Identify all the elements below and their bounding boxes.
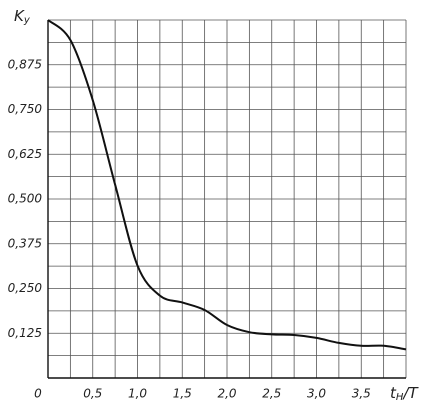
- x-tick-label: 0: [34, 387, 42, 401]
- x-label-main: t: [390, 384, 397, 402]
- x-axis-label: tH/T: [390, 384, 419, 404]
- x-label-rest: /T: [401, 384, 419, 402]
- x-tick-label: 1,0: [128, 387, 147, 401]
- y-tick-label: 0,500: [8, 192, 43, 206]
- x-label-sub: H: [396, 392, 404, 403]
- line-series: [47, 19, 407, 351]
- x-tick-label: 0,5: [83, 387, 102, 401]
- y-label-sub: y: [23, 15, 31, 26]
- y-tick-label: 0,625: [8, 147, 42, 161]
- y-tick-label: 0,125: [8, 326, 42, 340]
- x-tick-label: 2,0: [217, 387, 236, 401]
- y-tick-label: 0,375: [8, 236, 42, 250]
- x-tick-label: 2,5: [262, 387, 281, 401]
- x-tick-label: 1,5: [173, 387, 192, 401]
- y-label-main: K: [14, 7, 25, 25]
- y-tick-label: 0,875: [8, 57, 42, 71]
- y-axis-label: Ky: [14, 7, 31, 27]
- x-tick-label: 3,5: [352, 387, 371, 401]
- y-tick-label: 0,750: [8, 102, 43, 116]
- y-tick-label: 0,250: [8, 281, 43, 295]
- x-tick-label: 3,0: [307, 387, 326, 401]
